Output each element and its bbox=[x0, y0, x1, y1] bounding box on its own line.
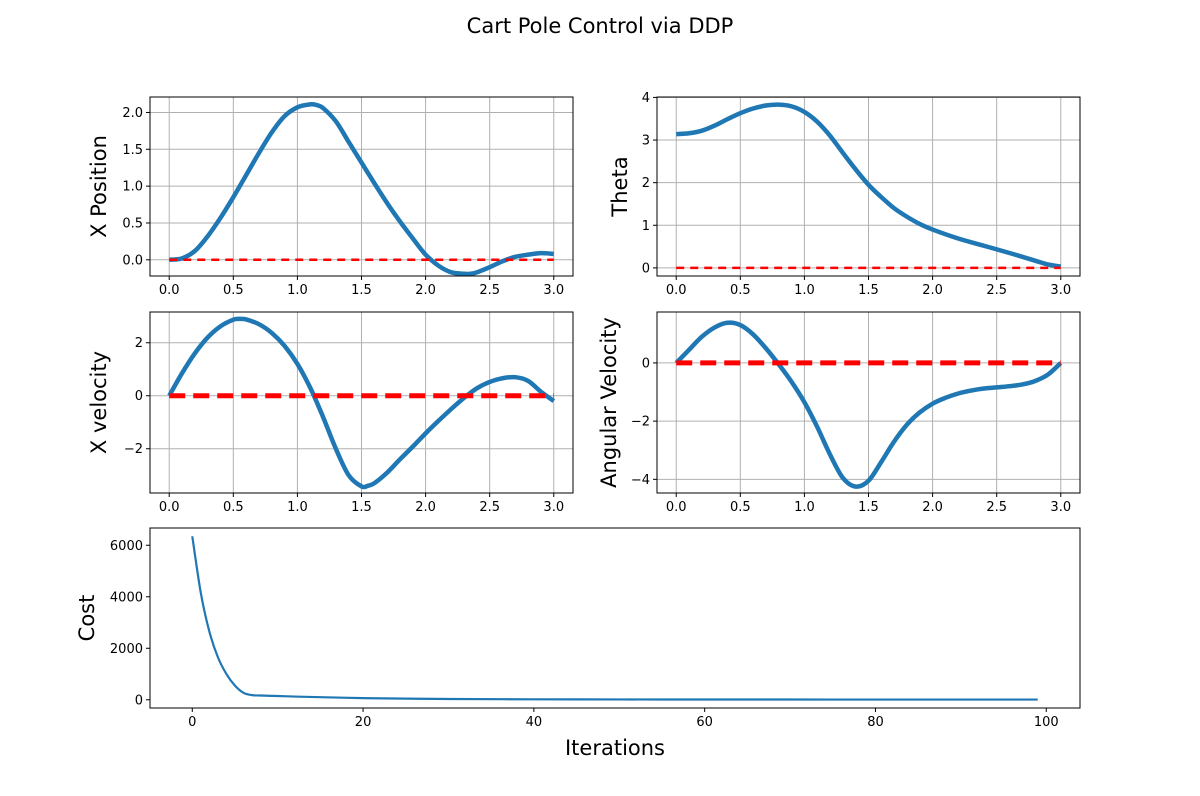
x-tick-label: 2.5 bbox=[479, 283, 500, 298]
x-tick-label: 2.0 bbox=[415, 500, 436, 515]
x-tick-label: 0.5 bbox=[730, 500, 751, 515]
y-tick-label: 1.0 bbox=[122, 180, 143, 195]
x-tick-label: 20 bbox=[355, 715, 372, 730]
series-group bbox=[167, 316, 556, 490]
y-tick-label: −2 bbox=[124, 442, 143, 457]
series-group bbox=[674, 320, 1063, 489]
y-tick-label: 1 bbox=[642, 219, 650, 234]
y-tick-label: 4000 bbox=[110, 590, 143, 605]
x-tick-label: 80 bbox=[867, 715, 884, 730]
y-axis-label: X Position bbox=[87, 135, 111, 238]
y-tick-label: 2.0 bbox=[122, 106, 143, 121]
x-tick-label: 0.0 bbox=[666, 500, 687, 515]
y-tick-label: 2 bbox=[642, 176, 650, 191]
angular-velocity-subplot: 0.0 0.5 1.0 1.5 2.0 2.5 3.0 −4 −2 0 Angular Veloci… bbox=[597, 311, 1081, 515]
y-tick-label: 0.0 bbox=[122, 253, 143, 268]
state-trajectory-line bbox=[167, 316, 556, 490]
x-tick-label: 0.5 bbox=[223, 500, 244, 515]
x-tick-label: 60 bbox=[696, 715, 713, 730]
state-trajectory-line bbox=[674, 320, 1063, 489]
y-tick-label: 0 bbox=[642, 261, 650, 276]
x-tick-label: 1.0 bbox=[794, 500, 815, 515]
x-tick-label: 0 bbox=[188, 715, 196, 730]
y-axis-label: Angular Velocity bbox=[597, 317, 621, 488]
y-tick-label: 0 bbox=[135, 693, 143, 708]
x-axis-label: Iterations bbox=[565, 736, 665, 760]
x-tick-label: 1.5 bbox=[351, 283, 372, 298]
x-tick-label: 2.0 bbox=[922, 283, 943, 298]
y-tick-label: 0 bbox=[642, 356, 650, 371]
x-tick-label: 2.0 bbox=[922, 500, 943, 515]
x-tick-label: 2.0 bbox=[415, 283, 436, 298]
x-position-subplot: 0.0 0.5 1.0 1.5 2.0 2.5 3.0 0.0 0.5 1.0 1.5 2.0 X Po… bbox=[87, 96, 574, 298]
cost-curve bbox=[191, 536, 1038, 701]
x-tick-label: 1.5 bbox=[351, 500, 372, 515]
x-tick-label: 0.0 bbox=[159, 283, 180, 298]
y-axis-label: Cost bbox=[75, 595, 99, 642]
x-tick-label: 1.0 bbox=[794, 283, 815, 298]
axes-frame bbox=[149, 527, 1081, 709]
y-tick-label: 2 bbox=[135, 336, 143, 351]
x-tick-label: 0.5 bbox=[223, 283, 244, 298]
y-axis-label: X velocity bbox=[87, 351, 111, 454]
x-tick-label: 0.0 bbox=[159, 500, 180, 515]
y-tick-label: 6000 bbox=[110, 539, 143, 554]
series-group bbox=[168, 101, 554, 276]
x-tick-label: 1.5 bbox=[858, 283, 879, 298]
figure-title: Cart Pole Control via DDP bbox=[467, 14, 734, 38]
x-tick-label: 3.0 bbox=[1050, 500, 1071, 515]
x-tick-label: 40 bbox=[526, 715, 543, 730]
x-tick-label: 2.5 bbox=[479, 500, 500, 515]
x-tick-label: 1.0 bbox=[287, 500, 308, 515]
y-axis-label: Theta bbox=[608, 156, 632, 217]
x-tick-label: 3.0 bbox=[543, 500, 564, 515]
x-tick-label: 0.0 bbox=[666, 283, 687, 298]
x-tick-label: 3.0 bbox=[1050, 283, 1071, 298]
x-tick-label: 1.5 bbox=[858, 500, 879, 515]
x-tick-label: 2.5 bbox=[986, 500, 1007, 515]
y-tick-label: 1.5 bbox=[122, 143, 143, 158]
x-velocity-subplot: 0.0 0.5 1.0 1.5 2.0 2.5 3.0 −2 0 2 X velocity bbox=[87, 311, 574, 515]
cost-subplot: 0 20 40 60 80 100 0 2000 4000 6000 Cost Iterations bbox=[75, 527, 1081, 760]
theta-subplot: 0.0 0.5 1.0 1.5 2.0 2.5 3.0 0 1 2 3 4 Theta bbox=[608, 91, 1081, 298]
series-group bbox=[191, 536, 1038, 701]
y-tick-label: 4 bbox=[642, 91, 650, 106]
y-tick-label: 3 bbox=[642, 134, 650, 149]
x-tick-label: 100 bbox=[1034, 715, 1059, 730]
y-tick-label: −2 bbox=[631, 415, 650, 430]
series-group bbox=[676, 102, 1062, 270]
state-trajectory-line bbox=[168, 101, 554, 276]
state-trajectory-line bbox=[676, 102, 1062, 269]
x-tick-label: 3.0 bbox=[543, 283, 564, 298]
x-tick-label: 1.0 bbox=[287, 283, 308, 298]
y-tick-label: −4 bbox=[631, 473, 650, 488]
x-tick-label: 2.5 bbox=[986, 283, 1007, 298]
y-tick-label: 0.5 bbox=[122, 216, 143, 231]
y-tick-label: 0 bbox=[135, 389, 143, 404]
y-tick-label: 2000 bbox=[110, 642, 143, 657]
x-tick-label: 0.5 bbox=[730, 283, 751, 298]
